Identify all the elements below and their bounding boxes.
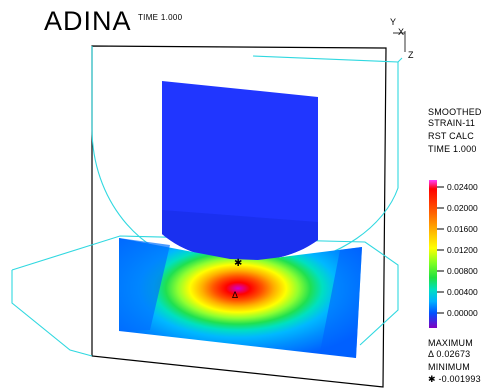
minimum-marker-icon: ✱ xyxy=(234,258,242,269)
legend-tick-label: 0.02000 xyxy=(447,203,478,213)
legend-title-line4: TIME 1.000 xyxy=(428,144,477,154)
legend-minimum-value: ✱ -0.001993 xyxy=(428,374,481,384)
plate-edge-band xyxy=(119,238,170,331)
legend-tick-label: 0.01200 xyxy=(447,245,478,255)
legend-minimum-label: MINIMUM xyxy=(428,362,470,372)
plate-edge-band-right xyxy=(320,247,362,358)
axis-y-label: Y xyxy=(390,17,397,27)
legend-color-bar xyxy=(429,180,444,328)
axis-z-label: Z xyxy=(408,50,414,60)
legend-tick-label: 0.00400 xyxy=(447,287,478,297)
legend-title-line1: SMOOTHED xyxy=(428,107,482,117)
legend-maximum-label: MAXIMUM xyxy=(428,338,473,348)
rigid-target-frame xyxy=(91,45,387,388)
legend-maximum-value: Δ 0.02673 xyxy=(428,349,471,359)
punch-shading xyxy=(162,210,318,260)
time-label: TIME 1.000 xyxy=(138,13,183,22)
legend-title-line2: STRAIN-11 xyxy=(428,118,476,128)
legend-tick-label: 0.02400 xyxy=(447,182,478,192)
app-title: ADINA xyxy=(44,6,132,36)
legend-tick-label: 0.00800 xyxy=(447,266,478,276)
axis-triad-icon xyxy=(393,31,406,52)
legend-tick-label: 0.00000 xyxy=(447,308,478,318)
strain-contour-plate xyxy=(119,238,362,358)
legend-title-line3: RST CALC xyxy=(428,131,474,141)
legend-tick-label: 0.01600 xyxy=(447,224,478,234)
axis-x-label: X xyxy=(398,27,405,37)
maximum-marker-icon: Δ xyxy=(232,290,238,300)
